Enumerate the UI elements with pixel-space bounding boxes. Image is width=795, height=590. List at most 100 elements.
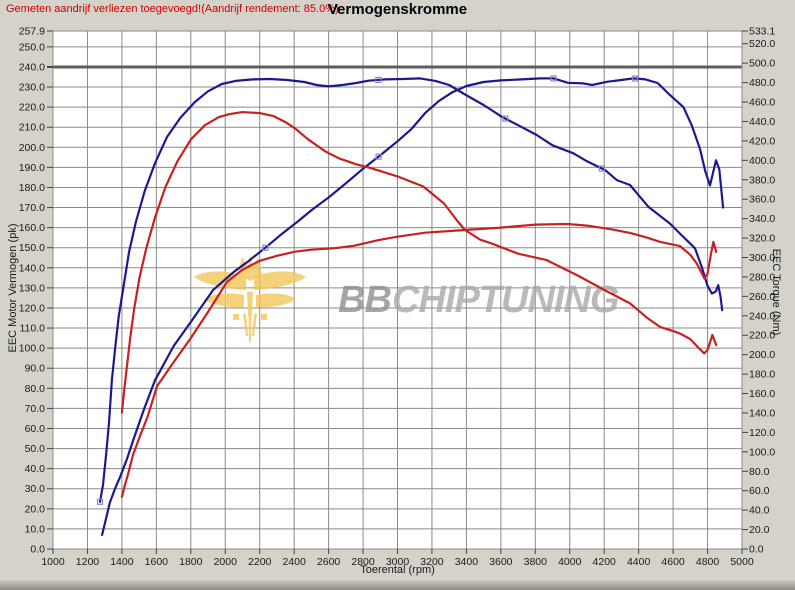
curve-tuned-power-blue [101, 77, 725, 536]
x-tick-label: 3000 [386, 556, 410, 568]
right-tick-label: 400.0 [749, 155, 775, 167]
right-tick-label: 20.0 [749, 524, 770, 536]
watermark: BB CHIPTUNING [194, 254, 620, 342]
x-tick-label: 2800 [351, 556, 375, 568]
right-tick-label: 533.1 [749, 26, 775, 38]
right-tick-label: 480.0 [749, 77, 775, 89]
left-tick-label: 190.0 [19, 162, 45, 174]
left-tick-label: 230.0 [19, 82, 45, 94]
right-tick-label: 60.0 [749, 485, 770, 497]
left-tick-label: 160.0 [19, 222, 45, 234]
left-tick-label: 50.0 [25, 443, 46, 455]
watermark-brand-bold: BB [338, 279, 391, 321]
x-tick-label: 2000 [214, 556, 238, 568]
watermark-brand-rest: CHIPTUNING [392, 279, 619, 321]
left-tick-label: 250.0 [19, 41, 45, 53]
left-tick-label: 10.0 [25, 523, 46, 535]
drivetrain-loss-note: Gemeten aandrijf verliezen toegevoegd!(A… [6, 3, 339, 15]
left-tick-label: 0.0 [30, 544, 45, 556]
curve-marker [632, 75, 639, 82]
left-tick-label: 240.0 [19, 61, 45, 73]
eagle-wings-emblem [247, 292, 253, 316]
x-tick-label: 1000 [41, 556, 65, 568]
right-tick-label: 240.0 [749, 310, 775, 322]
right-axis-title: EEC Torque (Nm) [770, 248, 782, 336]
right-tick-label: 80.0 [749, 466, 770, 478]
right-tick-label: 200.0 [749, 349, 775, 361]
curve-stock-torque-red [120, 111, 718, 414]
right-tick-label: 420.0 [749, 135, 775, 147]
left-tick-label: 200.0 [19, 142, 45, 154]
right-tick-label: 360.0 [749, 194, 775, 206]
right-tick-label: 280.0 [749, 271, 775, 283]
curve-marker [96, 498, 104, 505]
left-tick-label: 30.0 [25, 483, 46, 495]
left-tick-label: 120.0 [19, 302, 45, 314]
left-tick-label: 130.0 [19, 282, 45, 294]
x-tick-label: 5000 [730, 556, 754, 568]
left-tick-label: 210.0 [19, 122, 45, 134]
x-tick-label: 2400 [282, 556, 306, 568]
x-tick-label: 3200 [420, 556, 444, 568]
eagle-wings-emblem [243, 314, 248, 336]
right-tick-label: 300.0 [749, 252, 775, 264]
right-tick-label: 100.0 [749, 446, 775, 458]
left-tick-label: 70.0 [25, 403, 46, 415]
curve-marker [262, 244, 269, 251]
right-tick-label: 180.0 [749, 369, 775, 381]
curve-stock-power-red [120, 222, 718, 498]
x-tick-label: 3600 [489, 556, 513, 568]
left-tick-label: 80.0 [25, 383, 46, 395]
curve-marker [502, 115, 509, 122]
right-tick-label: 440.0 [749, 116, 775, 128]
right-tick-label: 260.0 [749, 291, 775, 303]
right-tick-label: 340.0 [749, 213, 775, 225]
axis-ticks: 257.9 250.0 240.0 230.0 220.0 210.0 200.0 190.0… [19, 26, 776, 569]
left-tick-label: 40.0 [25, 463, 46, 475]
left-tick-label: 100.0 [19, 343, 45, 355]
right-tick-label: 460.0 [749, 97, 775, 109]
right-tick-label: 500.0 [749, 58, 775, 70]
left-tick-label: 140.0 [19, 262, 45, 274]
x-tick-label: 2600 [317, 556, 341, 568]
x-tick-label: 4800 [696, 556, 720, 568]
eagle-wings-emblem [248, 316, 252, 342]
right-tick-label: 220.0 [749, 330, 775, 342]
eagle-wings-emblem [252, 314, 257, 336]
right-tick-label: 140.0 [749, 407, 775, 419]
x-tick-label: 4600 [661, 556, 685, 568]
eagle-wings-emblem [261, 314, 267, 320]
left-axis-title: EEC Motor Vermogen (pk) [7, 223, 19, 353]
eagle-wings-emblem [254, 271, 306, 290]
gridlines [53, 31, 742, 549]
x-tick-label: 4000 [558, 556, 582, 568]
x-tick-label: 3800 [524, 556, 548, 568]
left-tick-label: 20.0 [25, 503, 46, 515]
left-tick-label: 170.0 [19, 202, 45, 214]
curve-marker [375, 153, 382, 160]
curve-marker [375, 76, 382, 84]
left-tick-label: 257.9 [19, 26, 45, 38]
x-tick-label: 1400 [110, 556, 134, 568]
right-tick-label: 520.0 [749, 38, 775, 50]
left-tick-label: 110.0 [20, 323, 46, 335]
right-tick-label: 320.0 [749, 233, 775, 245]
x-tick-label: 1800 [179, 556, 203, 568]
left-tick-label: 180.0 [19, 182, 45, 194]
x-tick-label: 1200 [76, 556, 100, 568]
x-axis-title: Toerental (rpm) [360, 564, 435, 576]
left-tick-label: 90.0 [25, 363, 46, 375]
x-tick-label: 4200 [593, 556, 617, 568]
x-tick-label: 2200 [248, 556, 272, 568]
right-tick-label: 0.0 [749, 544, 764, 556]
right-tick-label: 380.0 [749, 174, 775, 186]
eagle-wings-emblem [233, 314, 239, 320]
page-title: Vermogenskromme [327, 1, 468, 18]
x-tick-label: 4400 [627, 556, 651, 568]
curve-marker [598, 165, 605, 172]
window-bottom-edge [0, 580, 795, 590]
x-tick-label: 3400 [455, 556, 479, 568]
curve-tuned-torque-blue [98, 77, 724, 503]
